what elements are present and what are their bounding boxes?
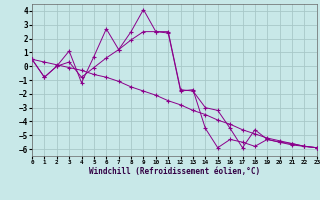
X-axis label: Windchill (Refroidissement éolien,°C): Windchill (Refroidissement éolien,°C) bbox=[89, 167, 260, 176]
